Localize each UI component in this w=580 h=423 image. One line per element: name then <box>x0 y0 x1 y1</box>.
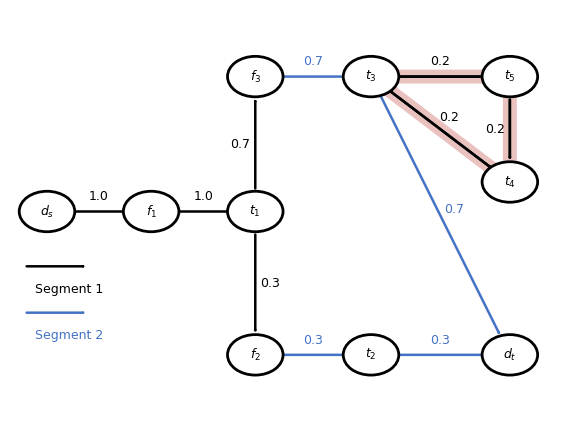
Circle shape <box>227 191 283 232</box>
Text: $f_{2}$: $f_{2}$ <box>250 347 261 363</box>
Text: $t_{5}$: $t_{5}$ <box>504 69 516 84</box>
Circle shape <box>343 56 399 97</box>
Circle shape <box>482 162 538 202</box>
Text: 0.7: 0.7 <box>230 137 251 151</box>
Text: 0.7: 0.7 <box>444 203 463 216</box>
Circle shape <box>19 191 75 232</box>
Text: $t_{3}$: $t_{3}$ <box>365 69 377 84</box>
Text: 0.7: 0.7 <box>303 55 323 69</box>
Text: $d_{s}$: $d_{s}$ <box>40 203 54 220</box>
Circle shape <box>227 335 283 375</box>
Circle shape <box>343 335 399 375</box>
Text: 0.3: 0.3 <box>260 277 280 290</box>
Text: $d_{t}$: $d_{t}$ <box>503 347 517 363</box>
Circle shape <box>482 335 538 375</box>
Text: 0.2: 0.2 <box>430 55 451 69</box>
Text: 0.2: 0.2 <box>485 123 505 136</box>
Text: 0.3: 0.3 <box>430 334 451 346</box>
Text: $f_{3}$: $f_{3}$ <box>249 69 261 85</box>
Text: Segment 1: Segment 1 <box>35 283 104 296</box>
Text: $t_{1}$: $t_{1}$ <box>249 204 261 219</box>
Text: 0.3: 0.3 <box>303 334 323 346</box>
Circle shape <box>227 56 283 97</box>
Text: 1.0: 1.0 <box>89 190 109 203</box>
Circle shape <box>482 56 538 97</box>
Text: 1.0: 1.0 <box>193 190 213 203</box>
Circle shape <box>124 191 179 232</box>
Text: Segment 2: Segment 2 <box>35 330 104 342</box>
Text: 0.2: 0.2 <box>440 111 459 124</box>
Text: $t_{2}$: $t_{2}$ <box>365 347 377 363</box>
Text: $t_{4}$: $t_{4}$ <box>504 174 516 190</box>
Text: $f_{1}$: $f_{1}$ <box>146 203 157 220</box>
